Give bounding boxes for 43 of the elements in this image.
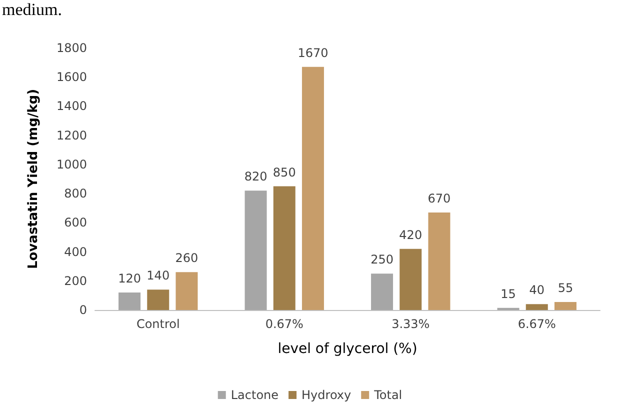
bar: [371, 274, 394, 310]
data-label: 850: [272, 165, 296, 180]
y-tick-label: 400: [64, 244, 87, 259]
text: medium.: [2, 0, 62, 20]
y-tick-label: 1600: [56, 70, 87, 84]
y-tick-label: 200: [64, 274, 87, 288]
x-tick-label: 3.33%: [392, 317, 430, 331]
bar: [400, 248, 422, 310]
x-axis-title: level of glycerol (%): [278, 341, 418, 357]
data-label: 820: [244, 170, 268, 184]
y-tick-label: 1400: [56, 99, 87, 114]
data-label: 140: [146, 268, 170, 283]
bar: [273, 186, 296, 310]
legend-label: Hydroxy: [302, 388, 352, 402]
y-axis-title: Lovastatin Yield (mg/kg): [26, 88, 41, 270]
bar: [147, 290, 170, 310]
data-label: 250: [370, 252, 394, 267]
x-tick-label: Control: [136, 317, 180, 331]
bar: [554, 302, 576, 310]
data-label: 260: [175, 251, 198, 266]
y-tick-label: 800: [64, 186, 87, 201]
data-label: 120: [118, 272, 141, 286]
data-label: 15: [500, 286, 516, 301]
y-tick-label: 1000: [56, 157, 87, 172]
y-tick-label: 1200: [56, 128, 87, 142]
y-tick-label: 0: [79, 303, 87, 317]
x-tick-label: 6.67%: [518, 317, 556, 331]
bar: [176, 272, 198, 310]
legend-label: Lactone: [230, 388, 279, 402]
data-label: 670: [428, 191, 451, 206]
bar: [526, 304, 548, 310]
x-tick-label: 0.67%: [265, 317, 304, 331]
bar: [118, 292, 141, 310]
data-label: 55: [558, 280, 574, 295]
bar: [302, 66, 324, 310]
legend-label: Total: [373, 388, 402, 402]
y-tick-label: 1800: [56, 41, 87, 55]
data-label: 420: [399, 228, 422, 242]
y-tick-label: 600: [64, 216, 87, 230]
data-label: 40: [529, 283, 545, 298]
bar: [244, 190, 267, 310]
data-label: 1670: [298, 46, 328, 60]
bar: [428, 212, 450, 310]
